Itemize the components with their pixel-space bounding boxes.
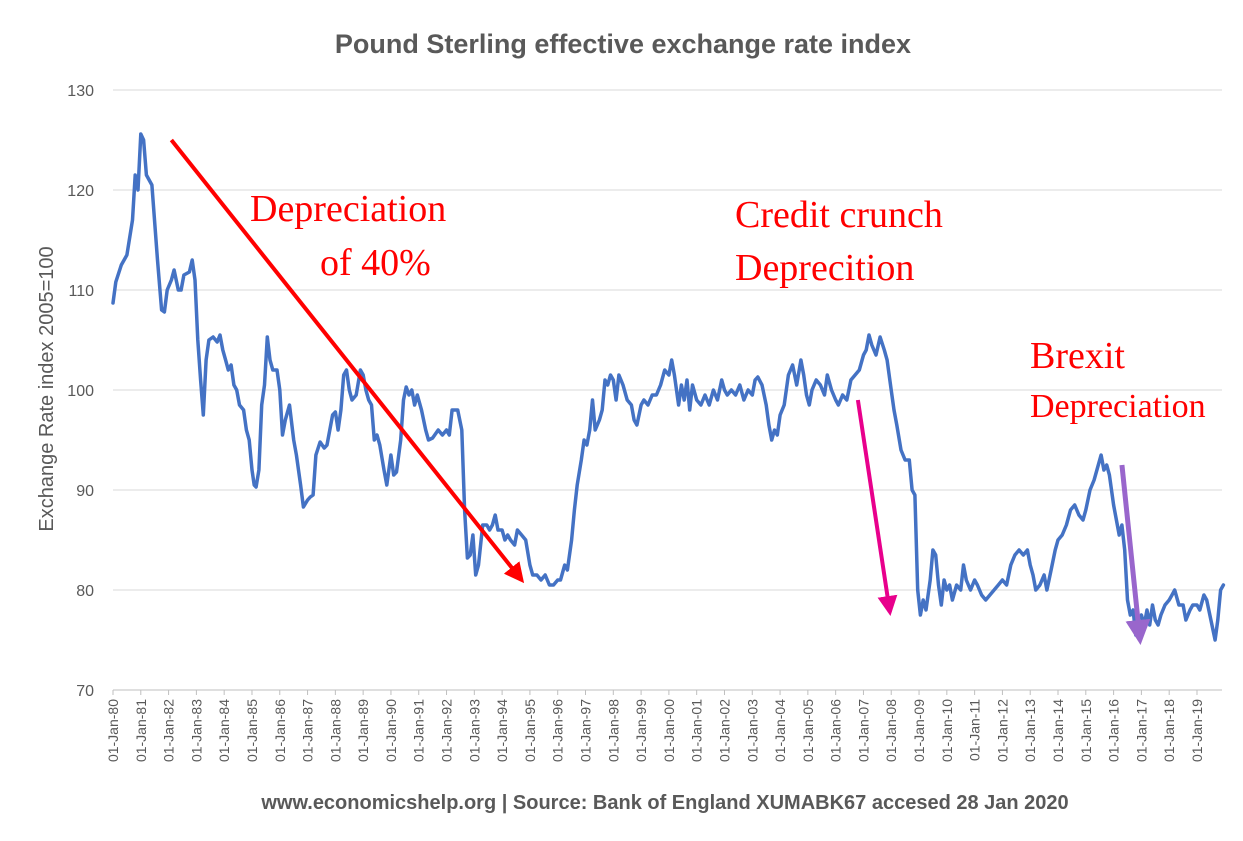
annotation-arrow: [855, 399, 898, 616]
x-tick-label: 01-Jan-14: [1050, 699, 1066, 762]
source-caption: www.economicshelp.org | Source: Bank of …: [260, 792, 1068, 814]
y-axis-label: Exchange Rate index 2005=100: [36, 246, 58, 531]
x-tick-label: 01-Jan-18: [1161, 699, 1177, 762]
x-tick-label: 01-Jan-03: [744, 699, 760, 762]
x-tick-label: 01-Jan-11: [967, 699, 983, 761]
annotation-text: Credit crunch: [735, 194, 943, 236]
x-tick-label: 01-Jan-07: [855, 699, 871, 762]
y-axis-ticks: 70 80 90 100 110 120 130: [67, 83, 94, 700]
y-tick-label: 110: [68, 283, 94, 300]
x-tick-label: 01-Jan-89: [355, 699, 371, 762]
x-tick-label: 01-Jan-99: [633, 699, 649, 762]
x-tick-label: 01-Jan-12: [994, 699, 1010, 762]
y-tick-label: 100: [67, 383, 94, 400]
series-line: [111, 132, 1226, 642]
x-tick-label: 01-Jan-04: [772, 699, 788, 762]
x-tick-label: 01-Jan-16: [1106, 699, 1122, 762]
annotation-text: Depreciation: [250, 188, 446, 230]
x-tick-label: 01-Jan-91: [411, 699, 427, 762]
x-tick-label: 01-Jan-05: [800, 699, 816, 762]
annotation-text: Deprecition: [735, 247, 914, 289]
x-tick-label: 01-Jan-97: [578, 699, 594, 762]
x-tick-label: 01-Jan-09: [911, 699, 927, 762]
x-tick-label: 01-Jan-08: [883, 699, 899, 762]
x-tick-label: 01-Jan-93: [466, 699, 482, 762]
x-tick-label: 01-Jan-98: [605, 699, 621, 762]
x-tick-label: 01-Jan-19: [1189, 699, 1205, 762]
x-tick-label: 01-Jan-96: [550, 699, 566, 762]
x-tick-label: 01-Jan-10: [939, 699, 955, 762]
annotation-arrow: [1119, 464, 1151, 645]
y-tick-label: 130: [67, 83, 94, 100]
x-tick-label: 01-Jan-02: [716, 699, 732, 762]
x-tick-label: 01-Jan-90: [383, 699, 399, 762]
series-layer: [111, 132, 1226, 642]
x-tick-label: 01-Jan-06: [828, 699, 844, 762]
x-tick-label: 01-Jan-00: [661, 699, 677, 762]
x-tick-label: 01-Jan-95: [522, 699, 538, 762]
x-tick-label: 01-Jan-15: [1078, 699, 1094, 762]
x-tick-label: 01-Jan-01: [689, 699, 705, 762]
y-tick-label: 120: [67, 183, 94, 200]
x-tick-label: 01-Jan-82: [161, 699, 177, 762]
x-tick-label: 01-Jan-13: [1022, 699, 1038, 762]
x-tick-label: 01-Jan-86: [272, 699, 288, 762]
x-tick-label: 01-Jan-94: [494, 699, 510, 762]
annotations: Depreciation of 40% Credit crunch Depreciti…: [169, 138, 1206, 645]
x-tick-label: 01-Jan-92: [439, 699, 455, 762]
x-tick-label: 01-Jan-87: [300, 699, 316, 762]
x-tick-label: 01-Jan-80: [105, 699, 121, 762]
y-tick-label: 80: [76, 583, 94, 600]
x-tick-label: 01-Jan-84: [216, 699, 232, 762]
x-tick-label: 01-Jan-17: [1133, 699, 1149, 762]
x-tick-label: 01-Jan-83: [188, 699, 204, 762]
y-tick-label: 70: [76, 683, 94, 700]
annotation-arrow: [169, 138, 525, 584]
x-tick-label: 01-Jan-88: [327, 699, 343, 762]
x-tick-label: 01-Jan-85: [244, 699, 260, 762]
chart-title: Pound Sterling effective exchange rate i…: [335, 29, 911, 59]
annotation-text: Brexit: [1030, 335, 1125, 377]
y-tick-label: 90: [76, 483, 94, 500]
x-tick-label: 01-Jan-81: [133, 699, 149, 762]
annotation-text: Depreciation: [1030, 388, 1206, 425]
x-axis-ticks: 01-Jan-80 01-Jan-81 01-Jan-82 01-Jan-83 01-J…: [105, 690, 1205, 762]
annotation-text: of 40%: [320, 242, 431, 284]
